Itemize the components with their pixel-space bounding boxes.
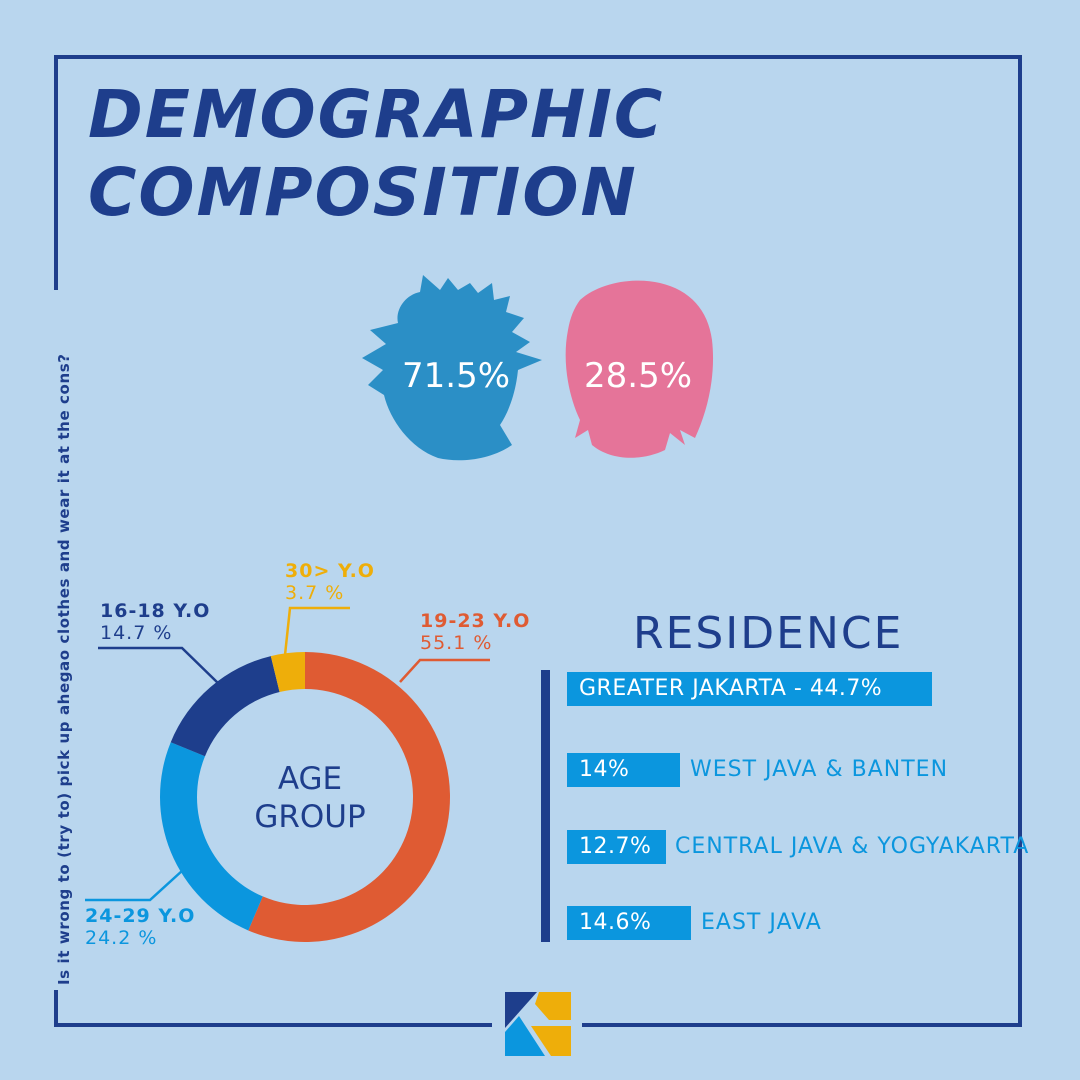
female-percent: 28.5% [584,356,693,396]
leader-line-30-plus [283,606,350,656]
female-head-icon [565,280,714,458]
k-logo-icon [505,992,571,1056]
leader-line-16-18 [98,646,221,686]
residence-label-central-java: CENTRAL JAVA & YOGYAKARTA [675,834,1030,859]
donut-center-label: AGE GROUP [210,760,410,836]
slice-30-plus [270,652,305,693]
center-label-line-1: AGE [277,761,343,797]
residence-bar-jakarta: GREATER JAKARTA - 44.7% [567,672,932,706]
slice-24-29 [160,742,263,931]
residence-bar-west-java: 14% [567,753,680,787]
residence-label-west-java: WEST JAVA & BANTEN [690,757,949,782]
slice-label-24-29: 24-29 Y.O 24.2 % [85,905,195,949]
value-label: 24.2 % [85,927,158,949]
frame-bottom-border-right [582,1023,1022,1027]
frame-right-border [1018,55,1022,1027]
leader-line-24-29 [85,869,184,902]
residence-title: RESIDENCE [633,608,904,659]
slice-label-30-plus: 30> Y.O 3.7 % [285,560,375,604]
leader-line-19-23 [399,658,490,683]
frame-left-border [54,55,58,290]
title-line-1: DEMOGRAPHIC [88,76,665,153]
residence-axis-line [541,670,550,942]
value-label: 3.7 % [285,582,345,604]
male-percent: 71.5% [402,356,511,396]
gender-icons [362,275,714,461]
male-head-icon [362,275,542,461]
category-label: 19-23 Y.O [420,610,531,632]
residence-label-east-java: EAST JAVA [701,910,822,935]
slice-label-16-18: 16-18 Y.O 14.7 % [100,600,210,644]
title-line-2: COMPOSITION [88,154,638,231]
category-label: 24-29 Y.O [85,905,196,927]
page-title: DEMOGRAPHIC COMPOSITION [88,76,664,232]
category-label: 16-18 Y.O [100,600,211,622]
frame-top-border [54,55,1022,59]
slice-label-19-23: 19-23 Y.O 55.1 % [420,610,530,654]
category-label: 30> Y.O [285,560,375,582]
frame-bottom-border-left [54,1023,492,1027]
residence-bar-east-java: 14.6% [567,906,691,940]
frame-left-border-low [54,990,58,1027]
slice-16-18 [170,656,280,757]
value-label: 55.1 % [420,632,493,654]
center-label-line-2: GROUP [254,799,366,835]
residence-bar-central-java: 12.7% [567,830,666,864]
value-label: 14.7 % [100,622,173,644]
slice-19-23 [248,652,450,942]
